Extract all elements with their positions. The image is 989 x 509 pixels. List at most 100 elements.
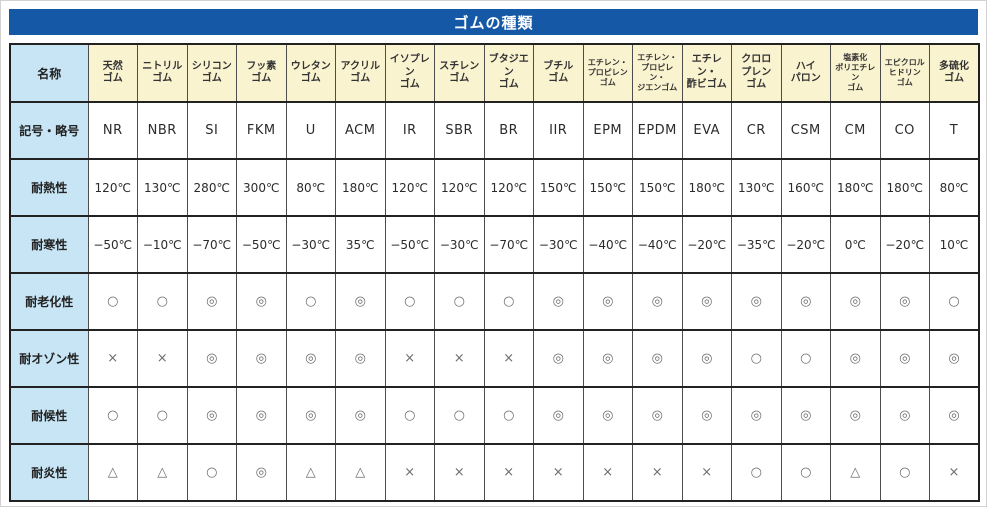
table-cell: △ bbox=[285, 443, 336, 502]
table-cell: × bbox=[533, 443, 584, 502]
table-cell: −35℃ bbox=[731, 215, 782, 274]
table-cell: ◎ bbox=[632, 329, 683, 388]
table-cell: ◎ bbox=[731, 272, 782, 331]
table-cell: × bbox=[483, 329, 534, 388]
table-cell: ○ bbox=[929, 272, 980, 331]
table-cell: −40℃ bbox=[582, 215, 633, 274]
table-cell: −20℃ bbox=[780, 215, 831, 274]
table-cell: 160℃ bbox=[780, 158, 831, 217]
row-label: 耐老化性 bbox=[9, 272, 89, 331]
table-cell: × bbox=[384, 443, 435, 502]
column-header-nitrile-rubber: ニトリル ゴム bbox=[137, 43, 188, 103]
table-cell: −40℃ bbox=[632, 215, 683, 274]
column-header-urethane-rubber: ウレタン ゴム bbox=[285, 43, 336, 103]
table-cell: ○ bbox=[137, 386, 188, 445]
column-header-chloroprene-rubber: クロロ プレン ゴム bbox=[731, 43, 782, 103]
column-header-fluoro-rubber: フッ素 ゴム bbox=[236, 43, 287, 103]
table-cell: ◎ bbox=[236, 272, 287, 331]
table-cell: ◎ bbox=[681, 386, 732, 445]
table-cell: SBR bbox=[434, 101, 485, 160]
table-cell: ◎ bbox=[186, 386, 237, 445]
row-ozone-resistance: 耐オゾン性 × × ◎ ◎ ◎ ◎ × × × ◎ ◎ ◎ ◎ ○ ○ ◎ ◎ ◎ bbox=[9, 329, 980, 388]
table-cell: 120℃ bbox=[87, 158, 138, 217]
table-cell: ○ bbox=[384, 386, 435, 445]
table-cell: ◎ bbox=[681, 272, 732, 331]
table-cell: ○ bbox=[87, 272, 138, 331]
table-cell: ○ bbox=[137, 272, 188, 331]
table-cell: ◎ bbox=[632, 386, 683, 445]
rubber-types-table: 名称 天然 ゴム ニトリル ゴム シリコン ゴム フッ素 ゴム ウレタン ゴム … bbox=[9, 43, 980, 502]
table-cell: ◎ bbox=[533, 329, 584, 388]
table-cell: ◎ bbox=[335, 329, 386, 388]
table-cell: IIR bbox=[533, 101, 584, 160]
table-cell: BR bbox=[483, 101, 534, 160]
row-label: 耐候性 bbox=[9, 386, 89, 445]
page-title: ゴムの種類 bbox=[9, 9, 978, 35]
table-cell: ◎ bbox=[186, 329, 237, 388]
table-cell: ◎ bbox=[879, 329, 930, 388]
row-label: 耐寒性 bbox=[9, 215, 89, 274]
column-header-isoprene-rubber: イソプレン ゴム bbox=[384, 43, 435, 103]
table-cell: ◎ bbox=[681, 329, 732, 388]
row-label: 耐炎性 bbox=[9, 443, 89, 502]
table-cell: ◎ bbox=[236, 329, 287, 388]
table-cell: ○ bbox=[780, 329, 831, 388]
table-cell: × bbox=[632, 443, 683, 502]
table-cell: ◎ bbox=[582, 386, 633, 445]
column-header-polysulfide-rubber: 多硫化 ゴム bbox=[929, 43, 980, 103]
table-cell: FKM bbox=[236, 101, 287, 160]
table-cell: ◎ bbox=[582, 272, 633, 331]
table-cell: ○ bbox=[731, 329, 782, 388]
table-cell: 120℃ bbox=[384, 158, 435, 217]
column-header-styrene-rubber: スチレン ゴム bbox=[434, 43, 485, 103]
row-label: 耐熱性 bbox=[9, 158, 89, 217]
table-cell: × bbox=[681, 443, 732, 502]
table-cell: 300℃ bbox=[236, 158, 287, 217]
table-cell: 180℃ bbox=[879, 158, 930, 217]
table-cell: −30℃ bbox=[533, 215, 584, 274]
table-cell: −50℃ bbox=[384, 215, 435, 274]
table-cell: ○ bbox=[186, 443, 237, 502]
table-cell: −50℃ bbox=[87, 215, 138, 274]
table-cell: ◎ bbox=[879, 386, 930, 445]
row-weather-resistance: 耐候性 ○ ○ ◎ ◎ ◎ ◎ ○ ○ ○ ◎ ◎ ◎ ◎ ◎ ◎ ◎ ◎ ◎ bbox=[9, 386, 980, 445]
table-cell: ○ bbox=[285, 272, 336, 331]
table-cell: × bbox=[137, 329, 188, 388]
table-cell: ○ bbox=[87, 386, 138, 445]
table-cell: × bbox=[87, 329, 138, 388]
table-cell: × bbox=[483, 443, 534, 502]
table-cell: ◎ bbox=[285, 329, 336, 388]
table-cell: −70℃ bbox=[483, 215, 534, 274]
table-cell: NR bbox=[87, 101, 138, 160]
table-cell: △ bbox=[830, 443, 881, 502]
row-label: 耐オゾン性 bbox=[9, 329, 89, 388]
table-cell: ○ bbox=[483, 272, 534, 331]
table-cell: ◎ bbox=[780, 272, 831, 331]
table-cell: −70℃ bbox=[186, 215, 237, 274]
table-cell: 150℃ bbox=[632, 158, 683, 217]
table-cell: ◎ bbox=[731, 386, 782, 445]
table-cell: 10℃ bbox=[929, 215, 980, 274]
table-cell: 130℃ bbox=[137, 158, 188, 217]
table-cell: × bbox=[929, 443, 980, 502]
table-cell: 35℃ bbox=[335, 215, 386, 274]
table-cell: ○ bbox=[483, 386, 534, 445]
table-cell: U bbox=[285, 101, 336, 160]
table-cell: −20℃ bbox=[681, 215, 732, 274]
table-cell: EPM bbox=[582, 101, 633, 160]
table-cell: CR bbox=[731, 101, 782, 160]
row-symbol: 記号・略号 NR NBR SI FKM U ACM IR SBR BR IIR EPM EPDM EVA… bbox=[9, 101, 980, 160]
table-cell: ◎ bbox=[830, 386, 881, 445]
row-label: 記号・略号 bbox=[9, 101, 89, 160]
table-cell: 80℃ bbox=[285, 158, 336, 217]
table-cell: NBR bbox=[137, 101, 188, 160]
table-cell: CM bbox=[830, 101, 881, 160]
table-cell: ◎ bbox=[186, 272, 237, 331]
column-header-acrylic-rubber: アクリル ゴム bbox=[335, 43, 386, 103]
column-header-epdm-rubber: エチレン・ プロピレン・ ジエンゴム bbox=[632, 43, 683, 103]
table-cell: 120℃ bbox=[483, 158, 534, 217]
table-cell: −10℃ bbox=[137, 215, 188, 274]
table-cell: 150℃ bbox=[533, 158, 584, 217]
table-cell: SI bbox=[186, 101, 237, 160]
